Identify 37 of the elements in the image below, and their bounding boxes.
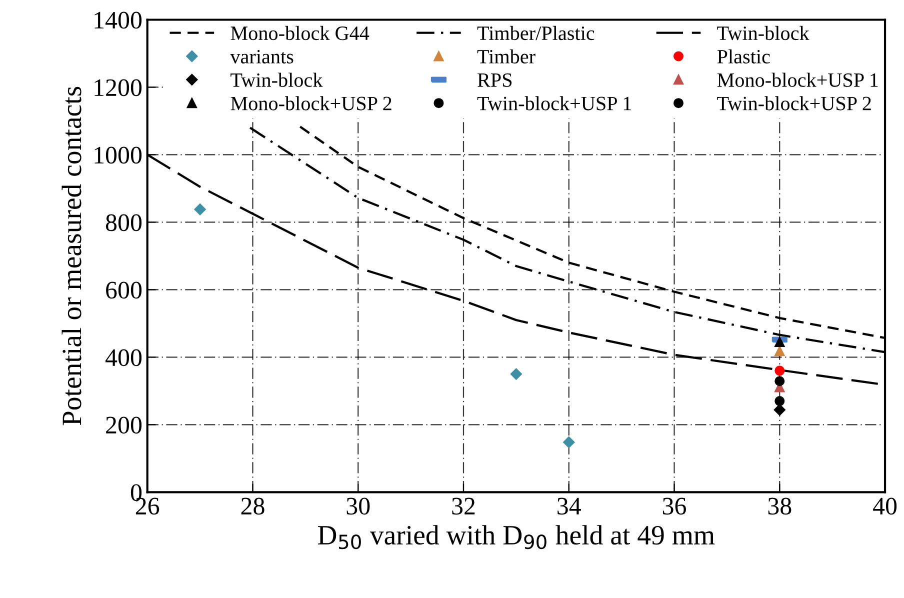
x-tick-label: 32 — [452, 498, 475, 515]
point — [510, 368, 522, 380]
x-tick-label: 34 — [558, 498, 581, 515]
point — [774, 346, 785, 356]
y-tick-label: 800 — [106, 214, 142, 232]
legend-label: Twin-block — [230, 72, 323, 87]
legend-label: Timber/Plastic — [477, 26, 594, 40]
legend-label: RPS — [478, 73, 512, 87]
y-tick-label: 400 — [105, 349, 142, 366]
x-tick-label: 30 — [346, 498, 370, 515]
legend-label: Timber — [477, 49, 536, 64]
legend-label: Mono-block G44 — [230, 26, 370, 40]
point — [774, 366, 785, 376]
y-tick-label: 1200 — [94, 79, 142, 96]
legend-label: Twin-block — [717, 26, 810, 40]
y-axis-title: Potential or measured contacts — [62, 86, 82, 426]
x-tick-label: 36 — [662, 498, 686, 515]
x-axis-title: D$_{50}$ varied with D$_{90}$ held at 49 mm — [318, 525, 715, 550]
legend-label: Mono-block+USP 1 — [717, 72, 878, 87]
point — [774, 404, 786, 416]
y-tick-label: 600 — [106, 282, 142, 299]
legend-label: Plastic — [717, 49, 770, 64]
point — [194, 204, 206, 216]
y-tick-label: 1000 — [94, 146, 142, 164]
x-tick-label: 40 — [873, 498, 897, 515]
y-tick-label: 1400 — [94, 12, 142, 29]
point — [774, 396, 785, 406]
point — [774, 336, 785, 347]
point — [563, 436, 575, 448]
point — [774, 376, 785, 386]
legend-label: Twin-block+USP 1 — [477, 96, 631, 110]
x-tick-label: 38 — [768, 498, 792, 515]
legend-label: variants — [230, 50, 294, 64]
legend-label: Mono-block+USP 2 — [230, 96, 392, 110]
x-tick-label: 28 — [241, 498, 264, 515]
legend-label: Twin-block+USP 2 — [717, 96, 871, 110]
y-tick-label: 200 — [106, 416, 142, 434]
